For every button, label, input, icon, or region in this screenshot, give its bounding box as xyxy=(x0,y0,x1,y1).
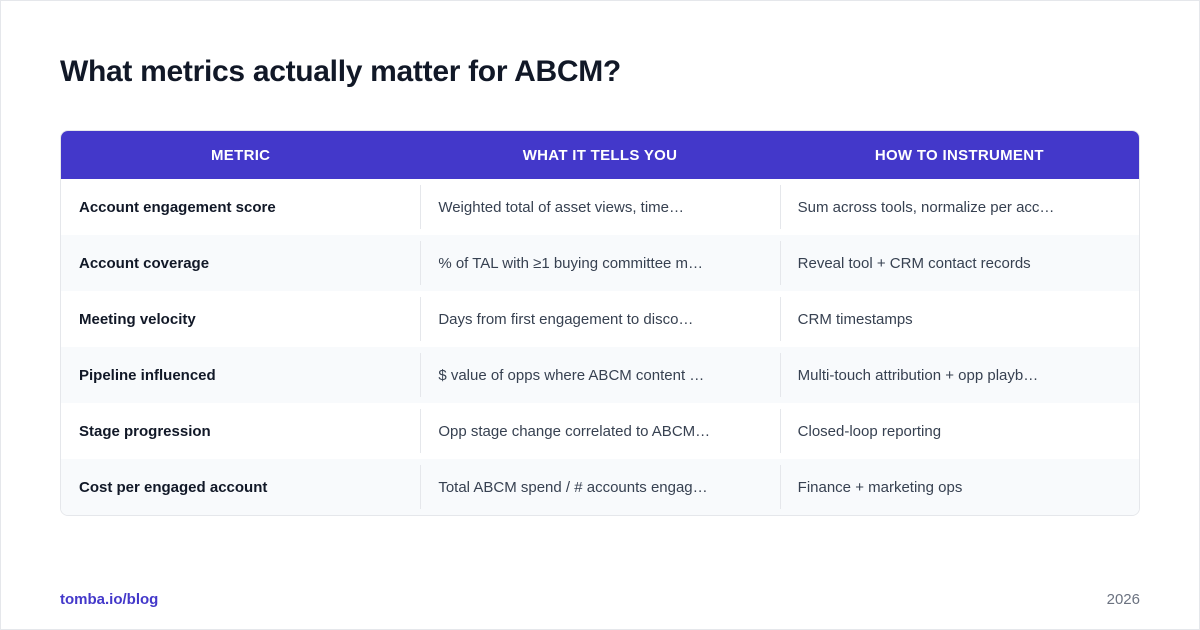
column-header-how-to-instrument: HOW TO INSTRUMENT xyxy=(874,146,1044,164)
table-header: METRIC WHAT IT TELLS YOU HOW TO INSTRUME… xyxy=(61,131,1139,179)
table-row: Stage progression Opp stage change corre… xyxy=(61,403,1139,459)
instrument-cell: Closed-loop reporting xyxy=(779,403,1139,459)
instrument-cell: Sum across tools, normalize per acc… xyxy=(779,179,1139,235)
meaning-cell: % of TAL with ≥1 buying committee m… xyxy=(420,235,779,291)
footer-year: 2026 xyxy=(1106,591,1140,608)
metric-cell: Stage progression xyxy=(79,422,211,440)
metric-cell: Cost per engaged account xyxy=(79,478,268,496)
column-header-metric: METRIC xyxy=(211,146,271,164)
table-row: Account engagement score Weighted total … xyxy=(61,179,1139,235)
blog-link[interactable]: tomba.io/blog xyxy=(60,591,159,608)
table-row: Account coverage % of TAL with ≥1 buying… xyxy=(61,235,1139,291)
metrics-table: METRIC WHAT IT TELLS YOU HOW TO INSTRUME… xyxy=(60,130,1140,516)
instrument-cell: Multi-touch attribution + opp playb… xyxy=(779,347,1139,403)
page-title: What metrics actually matter for ABCM? xyxy=(60,55,621,88)
instrument-cell: Reveal tool + CRM contact records xyxy=(779,235,1139,291)
column-header-what-it-tells-you: WHAT IT TELLS YOU xyxy=(522,146,678,164)
table-row: Pipeline influenced $ value of opps wher… xyxy=(61,347,1139,403)
instrument-cell: CRM timestamps xyxy=(779,291,1139,347)
metric-cell: Meeting velocity xyxy=(79,310,196,328)
table-row: Cost per engaged account Total ABCM spen… xyxy=(61,459,1139,515)
meaning-cell: Weighted total of asset views, time… xyxy=(420,179,779,235)
instrument-cell: Finance + marketing ops xyxy=(779,459,1139,515)
metric-cell: Pipeline influenced xyxy=(79,366,216,384)
meaning-cell: Total ABCM spend / # accounts engag… xyxy=(420,459,779,515)
meaning-cell: $ value of opps where ABCM content … xyxy=(420,347,779,403)
meaning-cell: Days from first engagement to disco… xyxy=(420,291,779,347)
metric-cell: Account coverage xyxy=(79,254,210,272)
metric-cell: Account engagement score xyxy=(79,198,276,216)
table-row: Meeting velocity Days from first engagem… xyxy=(61,291,1139,347)
meaning-cell: Opp stage change correlated to ABCM… xyxy=(420,403,779,459)
